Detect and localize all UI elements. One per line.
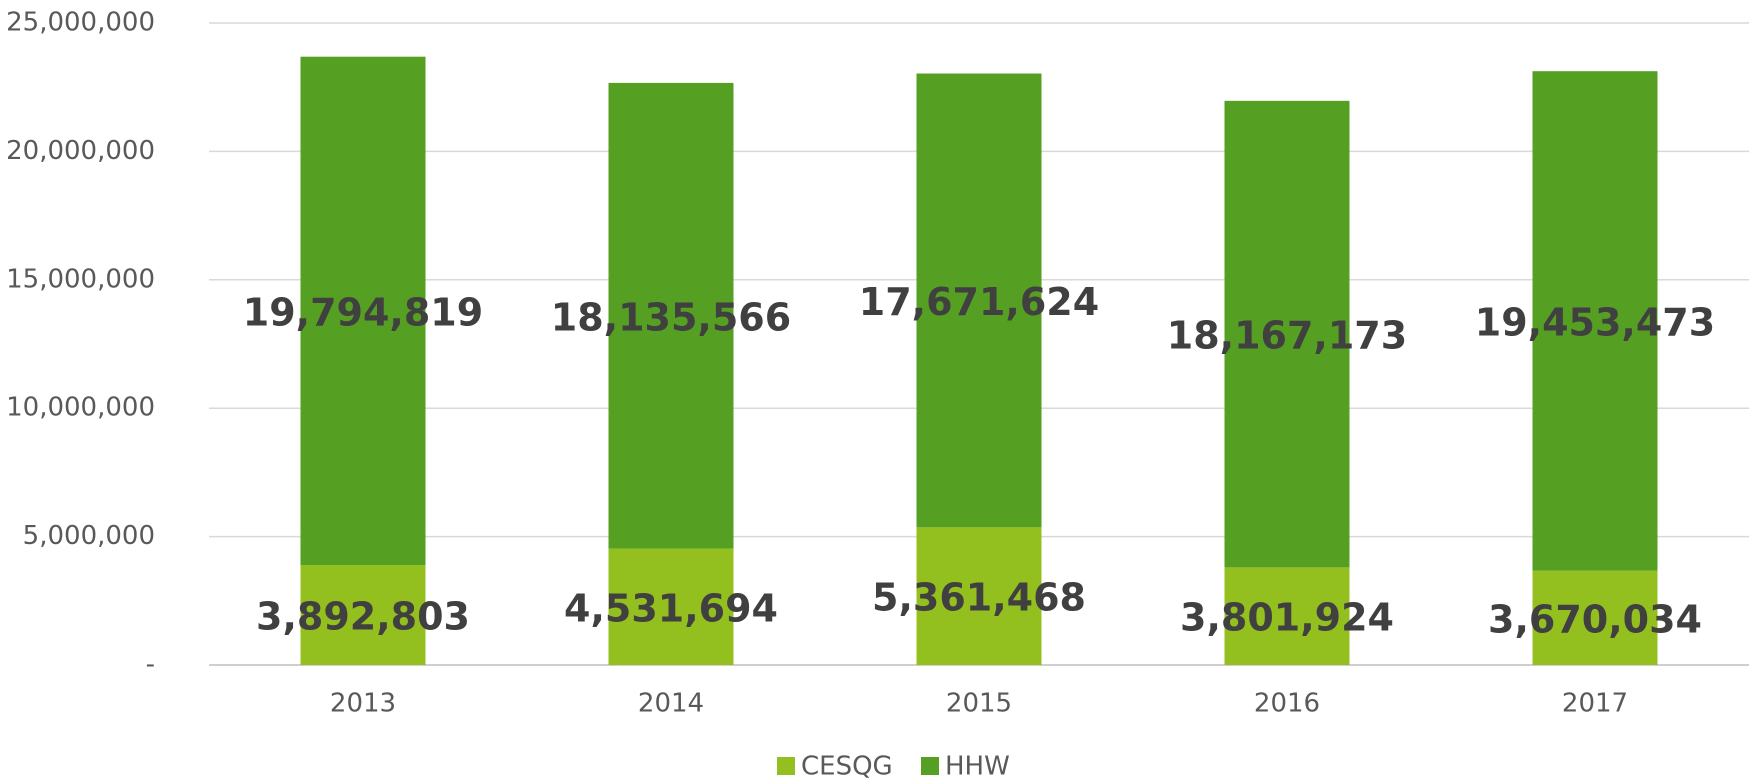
bar-segment — [608, 82, 734, 549]
bar-segment — [916, 527, 1042, 665]
legend-swatch — [921, 757, 939, 775]
bar-segment — [608, 548, 734, 665]
x-tick-label: 2015 — [946, 689, 1012, 719]
legend-label: CESQG — [801, 752, 893, 782]
x-tick-label: 2014 — [638, 689, 704, 719]
data-label: 17,671,624 — [859, 280, 1099, 324]
data-label: 5,361,468 — [872, 576, 1086, 620]
data-label: 18,167,173 — [1167, 314, 1407, 358]
data-label: 18,135,566 — [551, 295, 791, 339]
bar-segment — [1224, 100, 1350, 568]
data-label: 3,801,924 — [1180, 596, 1394, 640]
bar-segment — [1532, 570, 1658, 665]
x-tick-label: 2016 — [1254, 689, 1320, 719]
legend-label: HHW — [945, 752, 1010, 782]
y-tick-label: 5,000,000 — [23, 521, 155, 551]
y-tick-label: 10,000,000 — [6, 393, 155, 423]
y-tick-label: 20,000,000 — [6, 136, 155, 166]
data-label: 19,453,473 — [1475, 300, 1715, 344]
data-label: 3,670,034 — [1488, 597, 1702, 641]
y-tick-label: - — [146, 650, 155, 680]
x-tick-label: 2013 — [330, 689, 396, 719]
bar-segment — [916, 73, 1042, 528]
legend-swatch — [777, 757, 795, 775]
bar-segment — [1532, 71, 1658, 571]
bar-segment — [1224, 567, 1350, 665]
data-label: 4,531,694 — [564, 586, 778, 630]
data-label: 3,892,803 — [256, 595, 470, 639]
data-label: 19,794,819 — [243, 290, 483, 334]
bar-segment — [300, 565, 426, 665]
bar-segment — [300, 56, 426, 566]
x-tick-label: 2017 — [1562, 689, 1628, 719]
y-tick-label: 15,000,000 — [6, 264, 155, 294]
y-tick-label: 25,000,000 — [6, 8, 155, 38]
